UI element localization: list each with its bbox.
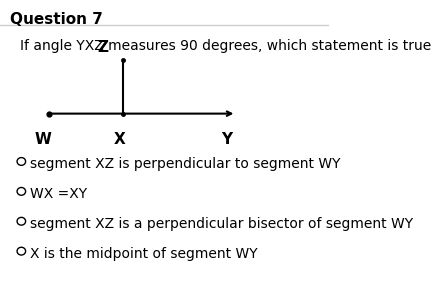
Text: segment XZ is perpendicular to segment WY: segment XZ is perpendicular to segment W… [29,158,340,171]
Text: segment XZ is a perpendicular bisector of segment WY: segment XZ is a perpendicular bisector o… [29,217,413,231]
Text: WX =XY: WX =XY [29,187,87,201]
Text: W: W [34,132,51,147]
Text: X: X [114,132,126,147]
Text: Question 7: Question 7 [10,12,103,27]
Text: If angle YXZ measures 90 degrees, which statement is true?: If angle YXZ measures 90 degrees, which … [20,39,432,53]
Text: Z: Z [97,40,108,55]
Text: X is the midpoint of segment WY: X is the midpoint of segment WY [29,247,257,261]
Text: Y: Y [221,132,232,147]
